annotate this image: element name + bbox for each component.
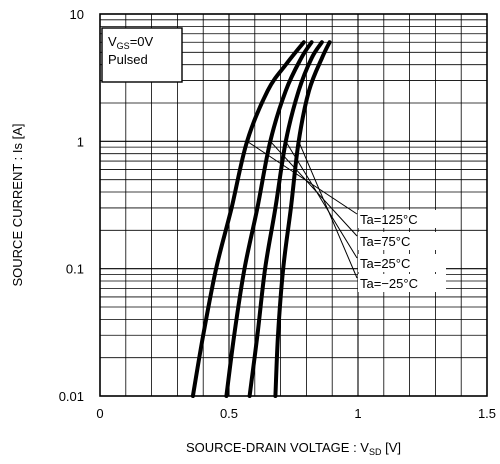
series-labels: Ta=125°C Ta=75°C Ta=25°C Ta=−25°C [358,210,446,292]
condition-vgs: VGS=0V [108,34,154,51]
plot-frame [99,13,488,397]
series-lines [190,40,332,398]
leader-line [269,140,358,237]
series-label: Ta=75°C [360,234,410,249]
series-line [247,40,324,398]
label-background [358,232,446,250]
label-background [358,274,446,292]
tick-labels: 0 0.5 1 1.5 0.01 0.1 1 10 [59,7,496,421]
series-line [224,40,314,398]
conditions-box [101,27,183,83]
x-tick-label: 0 [96,406,103,421]
y-tick-label: 1 [77,134,84,149]
series-label: Ta=−25°C [360,276,418,291]
y-axis-title: SOURCE CURRENT : Is [A] [10,123,25,286]
leader-line [285,141,358,259]
y-tick-label: 0.01 [59,389,84,404]
x-tick-label: 0.5 [220,406,238,421]
series-line [273,40,332,398]
y-tick-label: 10 [70,7,84,22]
label-background [358,254,446,272]
series-label: Ta=125°C [360,212,418,227]
label-leader-lines [246,140,358,279]
condition-pulsed: Pulsed [108,52,148,67]
x-tick-label: 1.5 [478,406,496,421]
conditions-legend: VGS=0V Pulsed [101,27,183,83]
label-background [358,210,446,228]
series-label: Ta=25°C [360,256,410,271]
x-axis-title: SOURCE-DRAIN VOLTAGE : VSD [V] [186,440,401,457]
leader-line [298,141,358,279]
y-tick-label: 0.1 [66,262,84,277]
x-tick-label: 1 [354,406,361,421]
leader-line [246,140,358,215]
series-line [190,40,306,398]
